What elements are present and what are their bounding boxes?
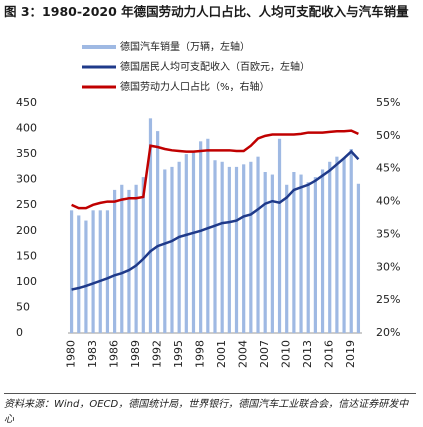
bar [141, 177, 145, 333]
bar [134, 184, 138, 333]
y-tick-label: 300 [16, 173, 37, 186]
bar [105, 210, 110, 333]
bar [170, 166, 174, 333]
bar [349, 149, 353, 333]
y2-tick-label: 25% [376, 293, 400, 306]
bar [184, 154, 188, 333]
bar [328, 161, 332, 333]
bar [249, 161, 253, 333]
bar [156, 131, 160, 333]
bar [299, 174, 303, 333]
y2-tick-label: 40% [376, 195, 400, 208]
bar [213, 160, 217, 333]
bar [342, 157, 346, 333]
y2-tick-label: 20% [376, 326, 400, 339]
bar [113, 189, 117, 333]
line [71, 129, 359, 210]
y-tick-label: 100 [16, 275, 37, 288]
bar [356, 183, 361, 333]
bar [191, 151, 196, 333]
bar [84, 220, 88, 333]
bar [313, 177, 317, 333]
y-tick-label: 200 [16, 224, 37, 237]
y-tick-label: 250 [16, 198, 37, 211]
bar [335, 156, 339, 333]
x-tick-label: 2013 [301, 340, 314, 368]
x-tick-label: 1980 [65, 340, 78, 368]
bar [120, 184, 124, 333]
chart-title: 图 3：1980-2020 年德国劳动力人口占比、人均可支配收入与汽车销量 [4, 4, 409, 19]
bar [98, 210, 102, 333]
chart: 0 50 100 150 200 250 300 350 400 450 20% 25% 30% 35% 4… [16, 40, 400, 368]
bar [242, 164, 246, 333]
x-tick-label: 1998 [194, 340, 207, 368]
x-tick-label: 1995 [172, 340, 185, 368]
bar [206, 138, 210, 333]
x-tick-label: 1989 [129, 340, 142, 368]
bar [270, 174, 274, 333]
y-tick-label: 50 [16, 300, 30, 313]
bar [256, 156, 260, 333]
y2-tick-label: 50% [376, 129, 400, 142]
bar [220, 161, 224, 333]
y-tick-label: 0 [16, 326, 23, 339]
bar [127, 189, 131, 333]
bar [277, 138, 282, 333]
x-tick-label: 2016 [323, 340, 336, 368]
bar [163, 169, 167, 333]
bar [69, 210, 74, 333]
y-tick-label: 150 [16, 249, 37, 262]
legend-swatch [82, 45, 116, 49]
x-tick-label: 1986 [108, 340, 121, 368]
y2-tick-label: 30% [376, 260, 400, 273]
line [71, 149, 360, 291]
bar [320, 169, 325, 333]
x-tick-label: 2019 [344, 340, 357, 368]
legend-label: 德国劳动力人口占比（%，右轴） [120, 80, 270, 93]
x-tick-label: 2010 [280, 340, 293, 368]
y2-tick-label: 45% [376, 162, 400, 175]
y-tick-label: 350 [16, 147, 37, 160]
bar [91, 210, 95, 333]
bar [77, 215, 81, 333]
bar [227, 166, 231, 333]
source-note: 资料来源：Wind，OECD，德国统计局，世界银行，德国汽车工业联合会，信达证券… [4, 393, 416, 427]
x-tick-label: 2004 [237, 340, 250, 368]
bar [199, 141, 203, 333]
y-tick-label: 450 [16, 96, 37, 109]
legend-label: 德国汽车销量（万辆，左轴） [120, 40, 250, 53]
legend-label: 德国居民人均可支配收入（百欧元，左轴） [120, 60, 310, 73]
y-tick-label: 400 [16, 122, 37, 135]
x-tick-label: 1983 [86, 340, 99, 368]
x-tick-label: 2001 [215, 340, 228, 368]
bar [148, 118, 153, 333]
bar [263, 172, 267, 333]
bar [234, 166, 239, 333]
x-tick-label: 1992 [151, 340, 164, 368]
x-tick-label: 2007 [258, 340, 271, 368]
bar [177, 161, 181, 333]
bar [285, 184, 289, 333]
bar [306, 182, 310, 333]
y2-tick-label: 55% [376, 96, 400, 109]
y2-tick-label: 35% [376, 227, 400, 240]
bar [292, 172, 296, 333]
